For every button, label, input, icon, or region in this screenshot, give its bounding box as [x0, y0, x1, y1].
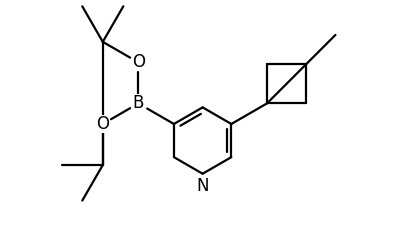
Text: O: O [132, 53, 144, 71]
Text: O: O [96, 115, 109, 133]
Text: N: N [196, 177, 208, 195]
Text: B: B [133, 94, 144, 112]
